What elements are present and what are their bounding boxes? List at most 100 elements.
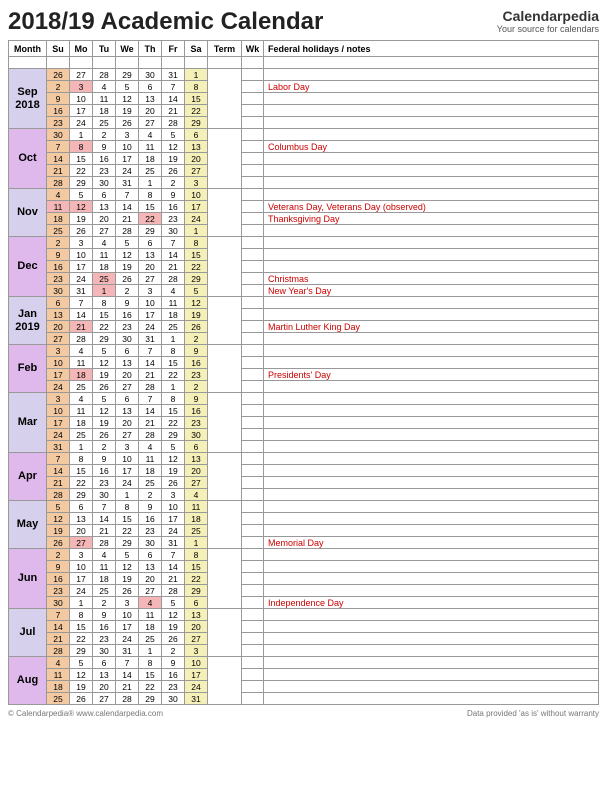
day-cell: 23 (162, 213, 185, 225)
wk-cell (242, 117, 264, 129)
day-cell: 10 (47, 357, 70, 369)
day-cell: 4 (70, 393, 93, 405)
day-cell: 20 (185, 621, 208, 633)
day-cell: 13 (70, 513, 93, 525)
day-cell: 25 (47, 693, 70, 705)
day-cell: 22 (185, 573, 208, 585)
day-cell: 1 (185, 225, 208, 237)
day-cell: 27 (139, 273, 162, 285)
week-row: Dec2345678 (9, 237, 599, 249)
day-cell: 22 (139, 213, 162, 225)
day-cell: 20 (70, 525, 93, 537)
note-cell (264, 237, 599, 249)
day-cell: 14 (139, 405, 162, 417)
day-cell: 27 (47, 333, 70, 345)
day-cell: 23 (93, 477, 116, 489)
day-cell: 21 (70, 321, 93, 333)
day-cell: 17 (47, 417, 70, 429)
day-cell: 12 (116, 561, 139, 573)
day-cell: 26 (47, 537, 70, 549)
day-cell: 15 (139, 669, 162, 681)
day-cell: 25 (139, 477, 162, 489)
note-cell (264, 621, 599, 633)
day-cell: 29 (162, 429, 185, 441)
day-cell: 21 (162, 573, 185, 585)
note-cell (264, 393, 599, 405)
day-cell: 8 (70, 453, 93, 465)
day-cell: 15 (70, 153, 93, 165)
wk-cell (242, 129, 264, 141)
week-row: 11121314151617 (9, 669, 599, 681)
note-cell: Labor Day (264, 81, 599, 93)
week-row: 272829303112 (9, 333, 599, 345)
day-cell: 4 (139, 129, 162, 141)
day-cell: 13 (185, 453, 208, 465)
day-cell: 1 (162, 381, 185, 393)
day-cell: 2 (47, 237, 70, 249)
note-cell (264, 549, 599, 561)
wk-cell (242, 333, 264, 345)
day-cell: 5 (116, 549, 139, 561)
day-cell: 11 (93, 93, 116, 105)
day-cell: 7 (47, 453, 70, 465)
day-cell: 11 (139, 141, 162, 153)
wk-cell (242, 177, 264, 189)
calendar-table: MonthSuMoTuWeThFrSaTermWkFederal holiday… (8, 40, 599, 705)
day-cell: 28 (116, 693, 139, 705)
note-cell (264, 357, 599, 369)
day-cell: 19 (93, 369, 116, 381)
day-cell: 9 (185, 345, 208, 357)
day-cell: 20 (116, 369, 139, 381)
wk-cell (242, 273, 264, 285)
day-cell: 17 (185, 201, 208, 213)
wk-cell (242, 501, 264, 513)
week-row: 21222324252627 (9, 633, 599, 645)
day-cell: 19 (162, 621, 185, 633)
day-cell: 26 (70, 225, 93, 237)
note-cell (264, 405, 599, 417)
day-cell: 14 (162, 249, 185, 261)
col-header: Su (47, 41, 70, 57)
day-cell: 20 (93, 681, 116, 693)
day-cell: 31 (47, 441, 70, 453)
day-cell: 28 (47, 177, 70, 189)
day-cell: 20 (47, 321, 70, 333)
day-cell: 18 (93, 261, 116, 273)
day-cell: 11 (93, 249, 116, 261)
note-cell (264, 441, 599, 453)
day-cell: 17 (116, 621, 139, 633)
wk-cell (242, 429, 264, 441)
day-cell: 11 (162, 297, 185, 309)
day-cell: 25 (70, 381, 93, 393)
col-header: We (116, 41, 139, 57)
day-cell: 7 (116, 657, 139, 669)
day-cell: 11 (70, 405, 93, 417)
day-cell: 15 (185, 561, 208, 573)
month-label: Apr (9, 453, 47, 501)
day-cell: 6 (93, 189, 116, 201)
day-cell: 21 (47, 477, 70, 489)
term-cell (208, 69, 242, 129)
wk-cell (242, 285, 264, 297)
header: 2018/19 Academic Calendar Calendarpedia … (8, 8, 599, 36)
day-cell: 15 (185, 249, 208, 261)
note-cell (264, 117, 599, 129)
day-cell: 6 (139, 237, 162, 249)
day-cell: 10 (116, 141, 139, 153)
day-cell: 26 (93, 429, 116, 441)
week-row: 31123456 (9, 441, 599, 453)
wk-cell (242, 621, 264, 633)
wk-cell (242, 441, 264, 453)
day-cell: 16 (185, 357, 208, 369)
note-cell (264, 585, 599, 597)
week-row: 16171819202122 (9, 261, 599, 273)
day-cell: 3 (116, 441, 139, 453)
day-cell: 23 (185, 417, 208, 429)
week-row: 9101112131415 (9, 93, 599, 105)
day-cell: 17 (47, 369, 70, 381)
day-cell: 6 (116, 345, 139, 357)
day-cell: 28 (162, 585, 185, 597)
wk-cell (242, 297, 264, 309)
day-cell: 13 (93, 201, 116, 213)
day-cell: 25 (93, 117, 116, 129)
